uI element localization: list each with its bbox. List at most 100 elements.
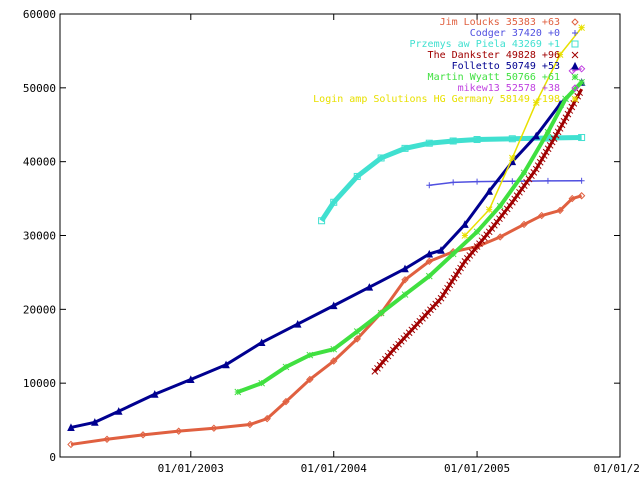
data-point — [459, 261, 467, 269]
y-tick-label: 20000 — [23, 303, 56, 316]
data-point — [525, 175, 533, 183]
x-tick-label: 01/01/2004 — [301, 462, 368, 475]
y-tick-label: 10000 — [23, 377, 56, 390]
legend-marker — [571, 61, 579, 70]
data-point — [485, 228, 493, 236]
data-point — [577, 192, 586, 200]
data-point — [449, 137, 457, 145]
legend-label: Jim Loucks 35383 +63 — [440, 17, 560, 28]
legend-marker — [571, 73, 579, 81]
data-point — [186, 375, 195, 383]
data-point — [518, 185, 526, 193]
data-point — [353, 335, 361, 343]
data-point — [493, 218, 501, 226]
data-point — [67, 423, 75, 431]
data-point — [263, 414, 271, 423]
series-2 — [426, 177, 585, 189]
data-point — [450, 274, 458, 282]
data-point — [562, 114, 570, 122]
series-4 — [371, 88, 584, 375]
axis-layer: 010000200003000040000500006000001/01/200… — [23, 8, 640, 475]
data-point — [544, 177, 551, 184]
data-point — [576, 89, 584, 97]
data-point — [498, 212, 506, 219]
data-point — [578, 134, 586, 142]
data-point — [457, 264, 464, 272]
legend-label: The Dankster 49828 +96 — [428, 50, 560, 61]
data-point — [530, 169, 538, 176]
data-point — [330, 345, 338, 353]
data-point — [330, 357, 338, 365]
data-point — [542, 148, 550, 156]
data-point — [556, 206, 564, 215]
data-point — [257, 338, 266, 347]
data-point — [490, 221, 498, 229]
data-point — [578, 177, 585, 184]
legend-marker — [571, 51, 579, 59]
data-point — [568, 103, 576, 111]
legend-label: Przemys aw Piela 43269 +1 — [409, 39, 560, 50]
data-point — [496, 215, 503, 223]
series-line — [70, 81, 583, 429]
series-layer — [67, 24, 586, 449]
y-tick-label: 0 — [49, 451, 56, 464]
data-point — [558, 121, 566, 129]
data-point — [550, 135, 558, 142]
series-6 — [234, 78, 585, 396]
series-line — [464, 27, 583, 237]
data-point — [282, 397, 290, 406]
series-5 — [67, 78, 586, 431]
data-point — [560, 117, 568, 125]
legend-label: Codger 37420 +0 — [470, 28, 560, 39]
data-point — [520, 220, 528, 229]
data-point — [401, 276, 409, 284]
y-tick-label: 30000 — [23, 230, 56, 243]
data-point — [452, 271, 460, 279]
data-point — [353, 172, 361, 180]
data-point — [509, 178, 516, 185]
data-point — [532, 165, 540, 173]
data-point — [534, 162, 542, 170]
data-point — [444, 284, 451, 292]
data-point — [568, 194, 576, 203]
data-point — [578, 24, 585, 32]
data-point — [546, 142, 554, 149]
data-point — [377, 309, 385, 317]
data-point — [425, 272, 433, 280]
data-point — [520, 182, 528, 190]
data-point — [455, 268, 462, 275]
data-point — [401, 264, 409, 273]
data-point — [330, 198, 338, 206]
data-point — [448, 278, 456, 285]
data-point — [544, 145, 552, 153]
data-point — [562, 95, 569, 103]
legend-marker — [571, 95, 579, 103]
data-point — [234, 388, 242, 396]
data-point — [570, 100, 578, 107]
series-3 — [318, 134, 586, 225]
data-point — [485, 187, 494, 195]
data-point — [437, 294, 445, 302]
x-tick-label: 01/01/2005 — [444, 462, 510, 475]
data-point — [508, 198, 516, 206]
data-point — [474, 178, 481, 185]
data-point — [508, 154, 516, 162]
data-point — [461, 220, 469, 228]
series-line — [429, 179, 582, 187]
data-point — [473, 136, 481, 144]
data-point — [556, 51, 564, 58]
data-point — [449, 250, 457, 258]
data-point — [306, 375, 314, 384]
data-point — [508, 135, 516, 143]
data-point — [513, 192, 521, 199]
series-line — [572, 68, 582, 72]
data-point — [577, 65, 586, 73]
series-line — [319, 135, 582, 223]
data-point — [566, 107, 574, 114]
data-point — [496, 202, 504, 210]
data-point — [439, 291, 447, 299]
y-tick-label: 40000 — [23, 156, 56, 169]
data-point — [520, 169, 528, 177]
data-point — [485, 206, 493, 214]
data-point — [426, 182, 433, 189]
